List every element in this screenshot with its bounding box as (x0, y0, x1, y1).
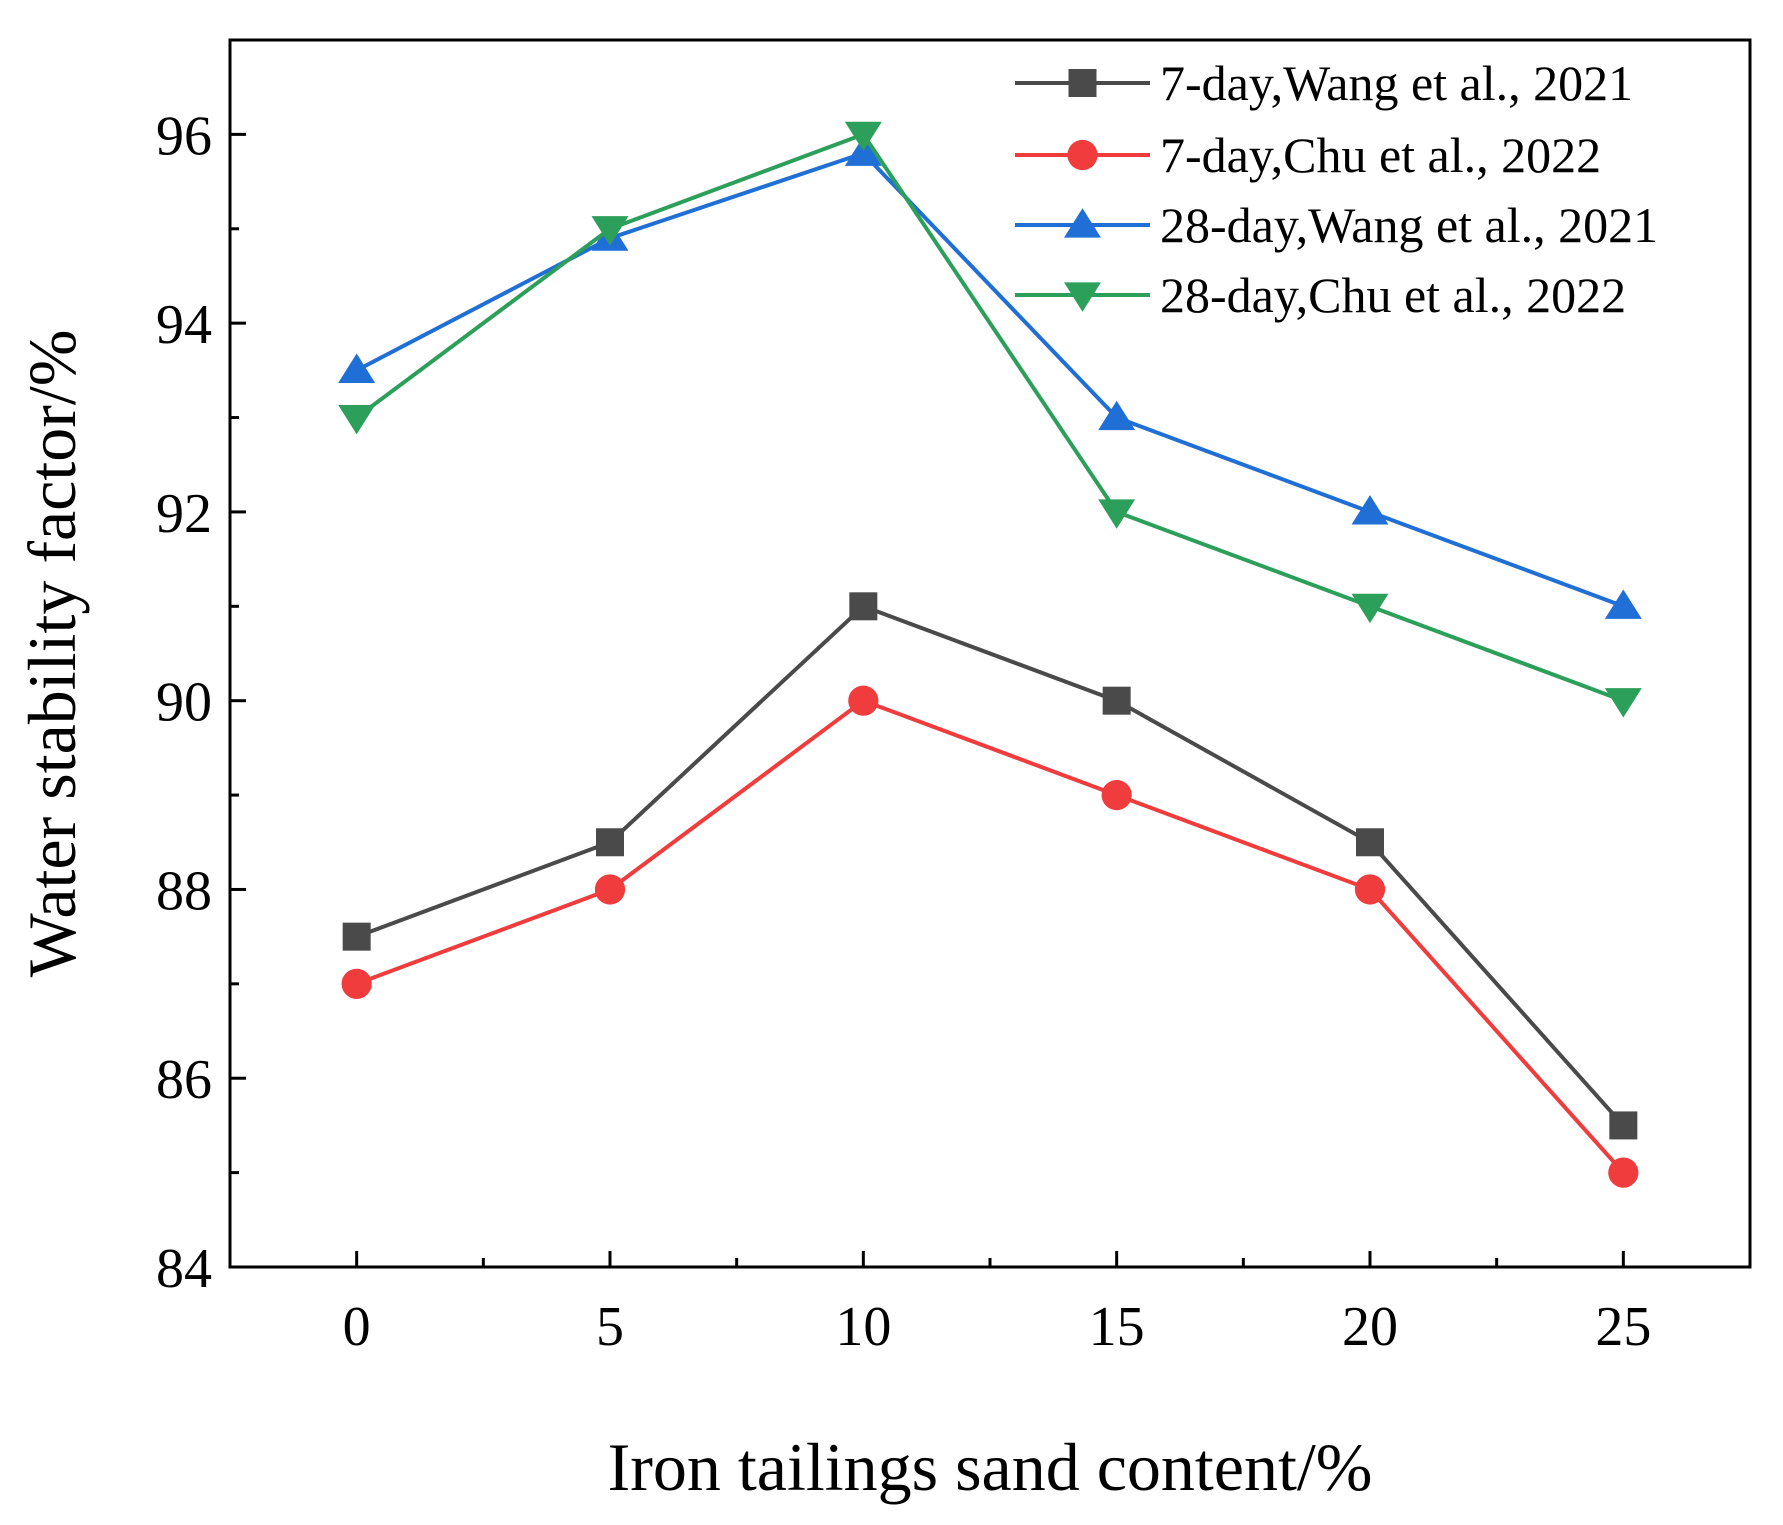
series-2 (341, 685, 1639, 1188)
legend-label: 7-day,Wang et al., 2021 (1160, 55, 1633, 111)
x-tick-label: 20 (1342, 1296, 1398, 1358)
y-tick-label: 94 (156, 294, 212, 356)
x-tick-label: 5 (596, 1296, 624, 1358)
legend-label: 7-day,Chu et al., 2022 (1160, 127, 1601, 183)
data-point (338, 404, 376, 435)
legend-label: 28-day,Wang et al., 2021 (1160, 197, 1658, 253)
data-point (1356, 828, 1384, 857)
legend-marker (1067, 139, 1098, 171)
data-point (1608, 1157, 1639, 1188)
data-point (594, 874, 626, 905)
legend-marker (1064, 282, 1101, 312)
data-point (1101, 779, 1132, 811)
data-point (1609, 1111, 1638, 1140)
x-tick-label: 0 (343, 1296, 371, 1358)
y-tick-label: 92 (156, 483, 212, 545)
series-4 (338, 121, 1642, 718)
data-point (342, 922, 371, 951)
x-tick-label: 25 (1595, 1296, 1651, 1358)
data-point (1354, 874, 1386, 905)
legend-item-2: 7-day,Chu et al., 2022 (1015, 127, 1601, 183)
data-point (338, 353, 376, 383)
y-tick-label: 90 (156, 672, 212, 734)
legend-label: 28-day,Chu et al., 2022 (1160, 267, 1626, 323)
data-point (1098, 400, 1136, 431)
y-tick-label: 84 (156, 1238, 212, 1300)
y-tick-label: 86 (156, 1049, 212, 1111)
series-line (355, 698, 1625, 1174)
series-1 (342, 592, 1638, 1140)
x-tick-label: 10 (835, 1296, 891, 1358)
data-point (849, 592, 878, 621)
data-point (1102, 686, 1131, 715)
series-line (355, 132, 1625, 703)
data-point (1098, 499, 1136, 529)
y-axis-title: Water stability factor/% (14, 330, 90, 978)
legend-item-3: 28-day,Wang et al., 2021 (1015, 197, 1658, 253)
legend: 7-day,Wang et al., 2021 7-day,Chu et al.,… (1015, 55, 1658, 323)
legend-marker (1064, 208, 1101, 238)
data-point (341, 968, 372, 999)
data-point (1604, 688, 1642, 718)
data-point (591, 216, 629, 246)
series-line (355, 604, 1625, 1127)
y-tick-label: 96 (156, 105, 212, 167)
y-tick-label: 88 (156, 860, 212, 922)
data-point (596, 828, 624, 857)
x-tick-label: 15 (1089, 1296, 1145, 1358)
data-point (848, 685, 879, 716)
legend-item-4: 28-day,Chu et al., 2022 (1015, 267, 1626, 323)
data-point (1604, 589, 1642, 619)
x-axis-title: Iron tailings sand content/% (608, 1429, 1373, 1505)
data-point (844, 121, 882, 152)
data-point (1351, 495, 1389, 525)
legend-marker (1068, 69, 1097, 97)
data-point (1351, 593, 1389, 624)
legend-item-1: 7-day,Wang et al., 2021 (1015, 55, 1633, 111)
